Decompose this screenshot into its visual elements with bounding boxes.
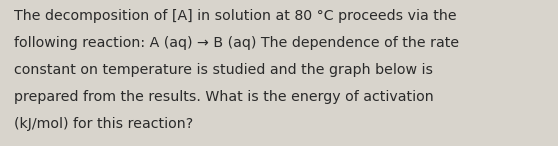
Text: (kJ/mol) for this reaction?: (kJ/mol) for this reaction?	[14, 117, 193, 131]
Text: constant on temperature is studied and the graph below is: constant on temperature is studied and t…	[14, 63, 433, 77]
Text: The decomposition of [A] in solution at 80 °C proceeds via the: The decomposition of [A] in solution at …	[14, 9, 456, 23]
Text: following reaction: A (aq) → B (aq) The dependence of the rate: following reaction: A (aq) → B (aq) The …	[14, 36, 459, 50]
Text: prepared from the results. What is the energy of activation: prepared from the results. What is the e…	[14, 90, 434, 104]
